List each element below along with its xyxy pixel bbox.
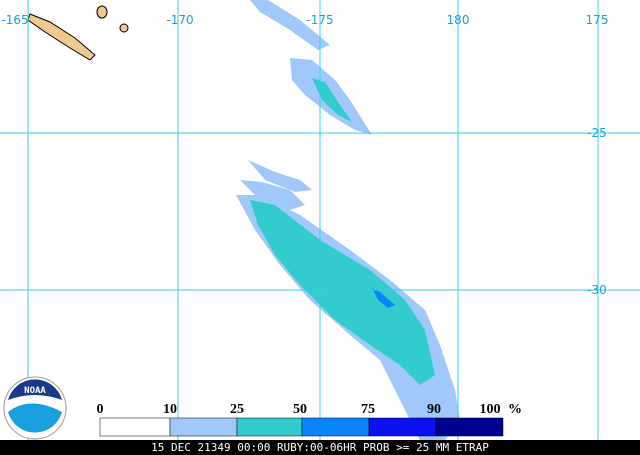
legend-swatch [301, 417, 370, 437]
legend-tick: 100 [480, 402, 501, 417]
legend-tick: 50 [293, 402, 307, 417]
legend-tick: 0 [97, 402, 104, 417]
footer-bar [0, 440, 640, 455]
probability-areas [236, 0, 460, 440]
island [119, 23, 129, 33]
longitude-label: -175 [306, 13, 333, 27]
legend-tick: 75 [361, 402, 375, 417]
legend-tick: 10 [163, 402, 177, 417]
island [27, 13, 96, 61]
footer-text: 15 DEC 21349 00:00 RUBY:00-06HR PROB >= … [151, 441, 489, 454]
legend-unit: % [508, 402, 522, 417]
noaa-logo: NOAA [3, 376, 67, 440]
logo-text: NOAA [24, 386, 46, 396]
longitude-label: 180 [447, 13, 470, 27]
graticule [0, 0, 640, 440]
legend-swatch [169, 417, 238, 437]
legend-swatch [99, 417, 171, 437]
longitude-label: -170 [166, 13, 193, 27]
latitude-label: -25 [587, 126, 607, 140]
longitude-label: -165 [1, 13, 28, 27]
longitude-labels: -165 -170 -175 180 175 [1, 13, 608, 27]
longitude-label: 175 [586, 13, 609, 27]
legend-swatch [435, 417, 504, 437]
latitude-label: -30 [587, 283, 607, 297]
color-legend: 0 10 25 50 75 90 100% [97, 402, 522, 437]
legend-tick: 90 [427, 402, 441, 417]
legend-swatch [368, 417, 437, 437]
latitude-labels: -25 -30 [587, 126, 607, 297]
island [96, 5, 108, 19]
legend-tick: 25 [230, 402, 244, 417]
legend-swatch [236, 417, 303, 437]
